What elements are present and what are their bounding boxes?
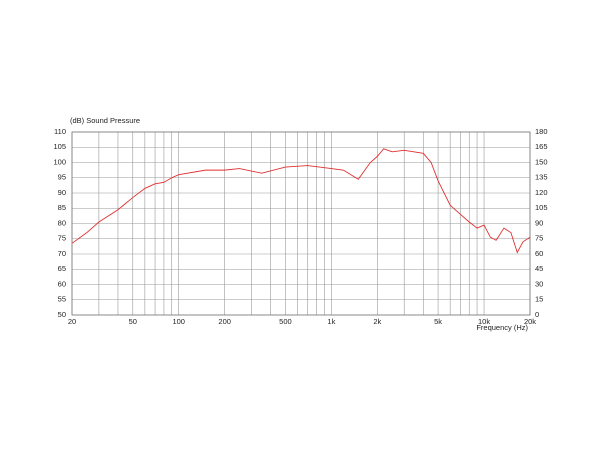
y2-tick-label: 135 [535,173,548,182]
x-tick-label: 20k [524,317,536,326]
y2-tick-label: 30 [535,279,543,288]
x-tick-label: 100 [172,317,185,326]
y-tick-label: 80 [58,218,66,227]
x-tick-label: 2k [373,317,381,326]
x-tick-label: 1k [327,317,335,326]
y2-tick-label: 180 [535,127,548,136]
x-tick-label: 20 [68,317,76,326]
chart-title: (dB) Sound Pressure [70,116,140,125]
y2-tick-label: 15 [535,295,543,304]
y-tick-label: 65 [58,264,66,273]
y-tick-label: 105 [53,142,66,151]
y-tick-label: 110 [54,127,66,136]
y2-tick-label: 105 [535,203,548,212]
y2-tick-label: 90 [535,218,543,227]
y2-tick-label: 120 [535,188,548,197]
y-tick-label: 50 [58,310,66,319]
y-tick-label: 90 [58,188,66,197]
y-tick-label: 60 [58,279,66,288]
y-tick-label: 85 [58,203,66,212]
y-tick-label: 70 [58,249,66,258]
y2-tick-label: 150 [535,157,548,166]
x-tick-label: 5k [434,317,442,326]
y-tick-label: 95 [58,173,66,182]
plot-frame [71,131,531,316]
y2-tick-label: 165 [535,142,548,151]
y-tick-label: 100 [53,157,66,166]
y2-tick-label: 60 [535,249,543,258]
x-tick-label: 10k [478,317,490,326]
response-line [71,148,531,254]
y-tick-label: 55 [58,295,66,304]
y-tick-label: 75 [58,234,66,243]
x-tick-label: 50 [129,317,137,326]
y2-tick-label: 45 [535,264,543,273]
y2-tick-label: 0 [535,310,539,319]
y2-tick-label: 75 [535,234,543,243]
x-tick-label: 200 [218,317,231,326]
x-tick-label: 500 [279,317,292,326]
x-axis-label: Frequency (Hz) [476,323,528,332]
